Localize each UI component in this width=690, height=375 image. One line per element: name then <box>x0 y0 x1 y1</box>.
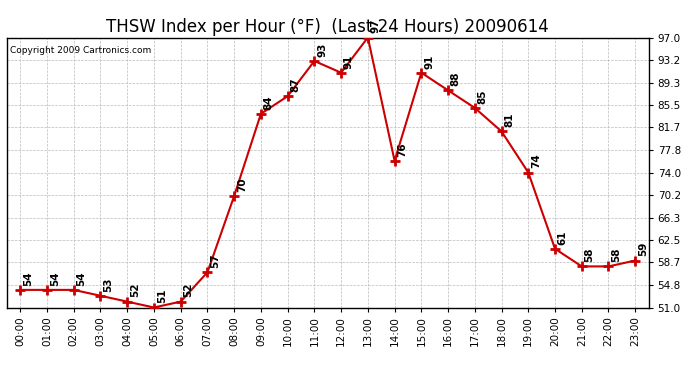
Text: 74: 74 <box>531 154 541 168</box>
Text: 54: 54 <box>50 271 60 286</box>
Text: 57: 57 <box>210 254 220 268</box>
Text: 97: 97 <box>371 19 381 33</box>
Text: 76: 76 <box>397 142 407 157</box>
Text: 81: 81 <box>504 113 514 127</box>
Text: 54: 54 <box>23 271 33 286</box>
Text: 52: 52 <box>130 283 140 297</box>
Text: 88: 88 <box>451 72 461 86</box>
Text: 51: 51 <box>157 289 167 303</box>
Text: 53: 53 <box>104 277 113 292</box>
Text: 59: 59 <box>638 242 648 256</box>
Text: Copyright 2009 Cartronics.com: Copyright 2009 Cartronics.com <box>10 46 151 55</box>
Text: 85: 85 <box>477 89 488 104</box>
Text: 84: 84 <box>264 95 274 110</box>
Text: 54: 54 <box>77 271 86 286</box>
Title: THSW Index per Hour (°F)  (Last 24 Hours) 20090614: THSW Index per Hour (°F) (Last 24 Hours)… <box>106 18 549 36</box>
Text: 93: 93 <box>317 42 327 57</box>
Text: 61: 61 <box>558 230 568 244</box>
Text: 91: 91 <box>344 54 354 69</box>
Text: 52: 52 <box>184 283 193 297</box>
Text: 91: 91 <box>424 54 434 69</box>
Text: 87: 87 <box>290 77 300 92</box>
Text: 70: 70 <box>237 177 247 192</box>
Text: 58: 58 <box>611 248 621 262</box>
Text: 58: 58 <box>584 248 595 262</box>
